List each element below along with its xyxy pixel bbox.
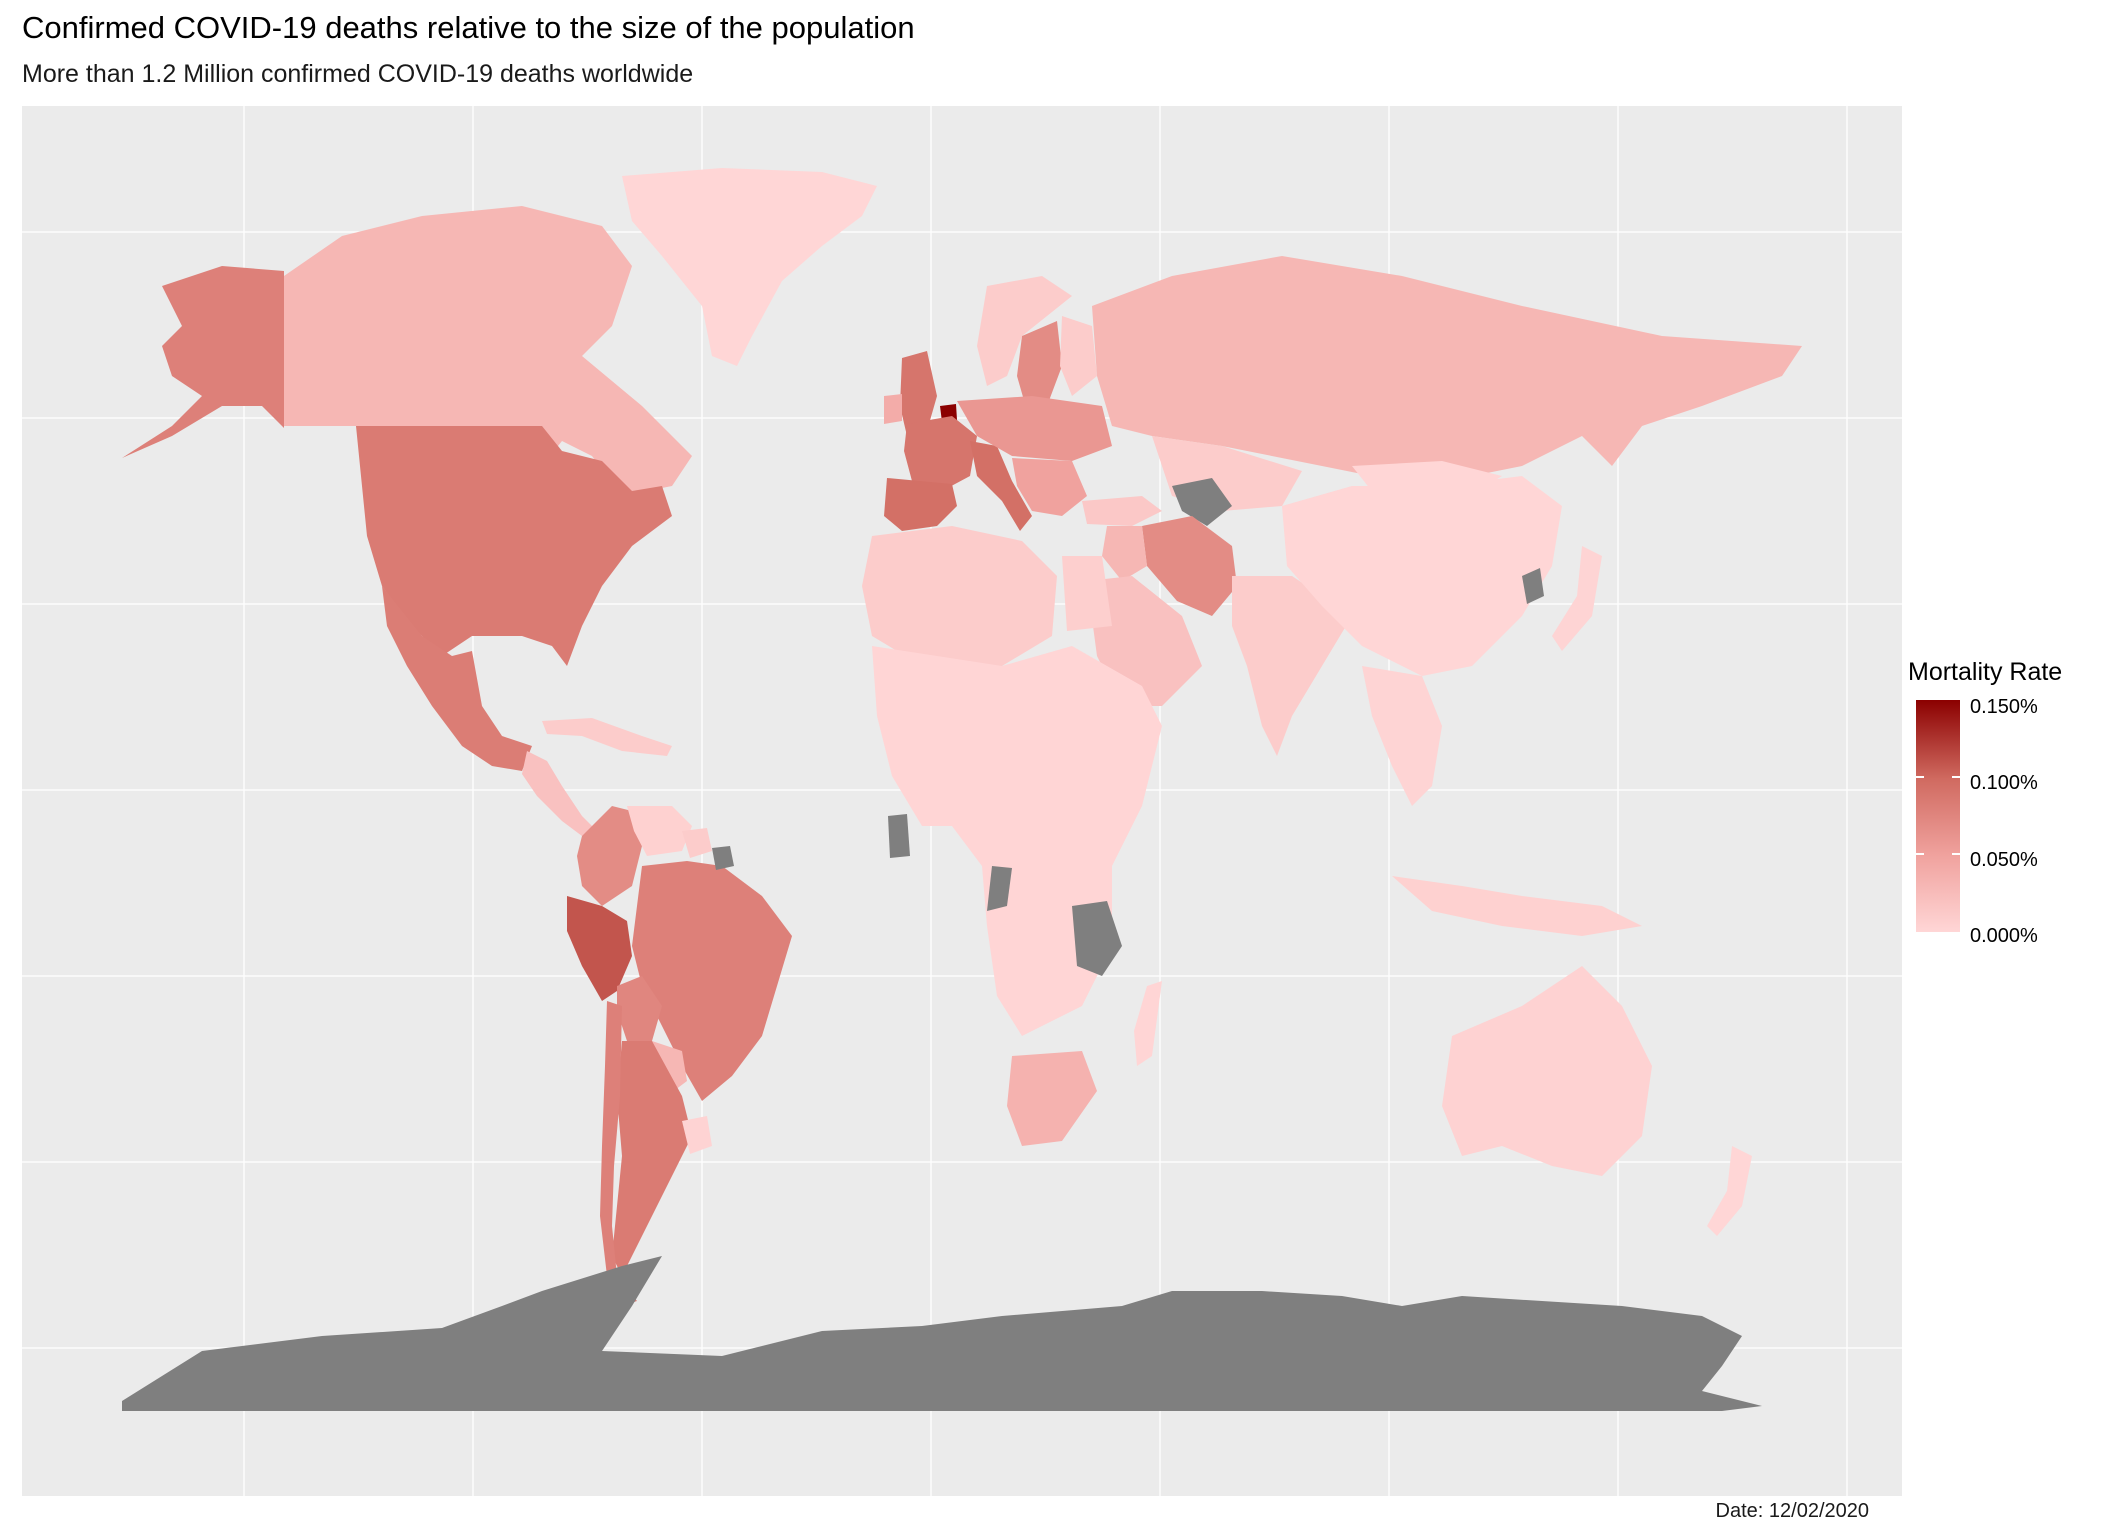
country-alaska: [122, 266, 284, 458]
country-bolivia: [617, 976, 662, 1041]
country-brazil: [632, 861, 792, 1101]
country-norway: [977, 276, 1072, 386]
country-south-africa: [1007, 1051, 1097, 1146]
country-iran: [1142, 516, 1237, 616]
country-turkey: [1082, 496, 1162, 526]
country-sweden: [1017, 321, 1062, 411]
country-chile: [600, 1001, 637, 1306]
country-new-zealand: [1707, 1146, 1752, 1236]
country-argentina: [612, 1041, 692, 1276]
country-colombia: [577, 806, 642, 906]
legend-tick: [1952, 853, 1960, 855]
legend-tick: [1916, 776, 1924, 778]
country-venezuela: [627, 806, 692, 856]
country-turkmenistan: [1172, 478, 1232, 526]
countries: [122, 168, 1802, 1411]
country-congo: [987, 866, 1012, 911]
country-mexico: [382, 586, 532, 771]
country-ireland: [884, 394, 902, 424]
country-italy: [970, 441, 1032, 531]
legend-title: Mortality Rate: [1908, 658, 2063, 686]
country-tanzania: [1072, 901, 1122, 976]
country-usa: [356, 426, 672, 666]
country-french-guiana: [712, 846, 734, 870]
legend-label: 0.050%: [1970, 849, 2038, 871]
country-central-america: [522, 751, 597, 836]
legend-label: 0.100%: [1970, 772, 2038, 794]
country-mongolia: [1352, 461, 1502, 504]
date-caption: Date: 12/02/2020: [1715, 1500, 1869, 1522]
country-guyana: [682, 828, 712, 858]
country-egypt: [1062, 556, 1112, 631]
country-uruguay: [682, 1116, 712, 1154]
world-map: [22, 106, 1902, 1496]
country-russia: [1092, 256, 1802, 486]
country-spain: [884, 478, 957, 531]
country-india: [1232, 576, 1352, 756]
country-australia: [1442, 966, 1652, 1176]
country-balkans: [1012, 458, 1087, 516]
country-iraq: [1102, 526, 1147, 581]
country-canada: [284, 206, 692, 496]
country-finland: [1060, 316, 1097, 396]
country-china: [1282, 476, 1562, 676]
legend-tick: [1952, 776, 1960, 778]
chart-subtitle: More than 1.2 Million confirmed COVID-19…: [22, 60, 694, 88]
country-north-korea: [1522, 568, 1544, 604]
legend-colorbar: [1916, 700, 1960, 932]
legend-tick: [1916, 853, 1924, 855]
country-uk: [900, 351, 937, 436]
country-antarctica: [122, 1256, 1762, 1411]
country-japan: [1552, 546, 1602, 651]
country-caribbean: [542, 718, 672, 756]
country-france: [904, 416, 977, 491]
country-southeast-asia: [1362, 666, 1442, 806]
country-ghana: [888, 814, 910, 858]
legend-label: 0.000%: [1970, 925, 2038, 947]
country-greenland: [622, 168, 877, 366]
country-peru: [567, 896, 632, 1001]
chart-title: Confirmed COVID-19 deaths relative to th…: [22, 10, 915, 45]
legend-label: 0.150%: [1970, 696, 2038, 718]
country-central-europe: [957, 396, 1112, 461]
country-madagascar: [1134, 981, 1162, 1066]
country-north-africa: [862, 526, 1057, 666]
country-indonesia: [1392, 876, 1642, 936]
